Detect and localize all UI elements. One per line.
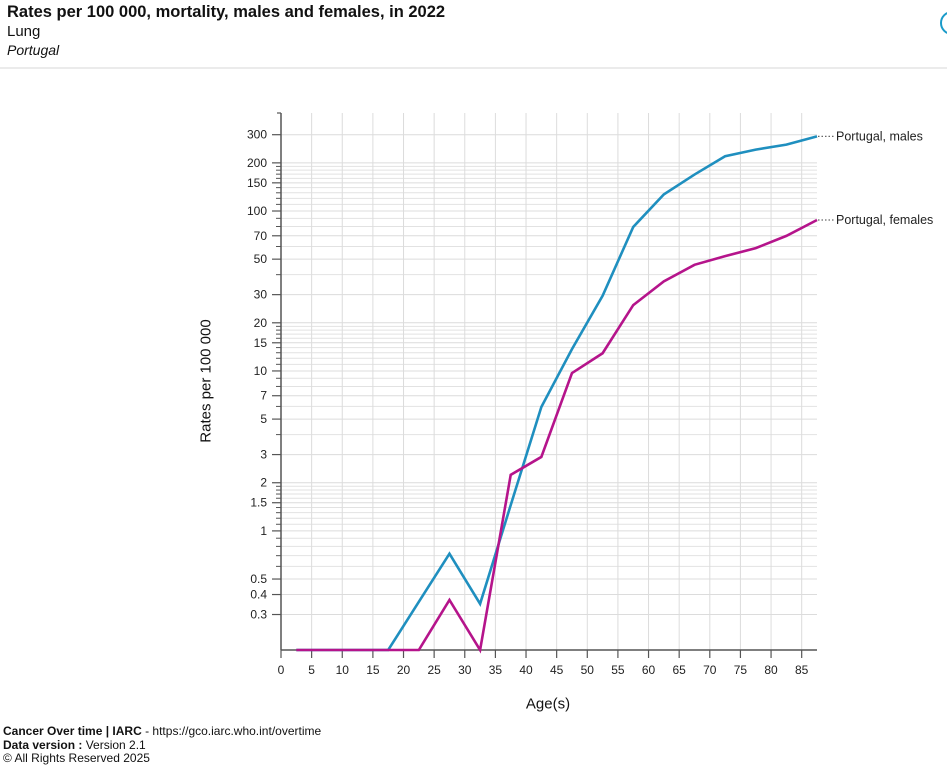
x-tick-label: 65 xyxy=(672,663,686,677)
footer-version-label: Data version : xyxy=(3,737,83,752)
x-tick-label: 85 xyxy=(795,663,809,677)
footer-separator: - xyxy=(141,724,153,738)
y-tick-label: 15 xyxy=(254,336,268,350)
x-tick-label: 50 xyxy=(581,663,595,677)
y-axis-label: Rates per 100 000 xyxy=(197,319,215,443)
footer-copyright: © All Rights Reserved 2025 xyxy=(3,751,150,765)
page-title: Rates per 100 000, mortality, males and … xyxy=(7,3,446,21)
x-tick-label: 30 xyxy=(458,663,472,677)
x-tick-label: 75 xyxy=(734,663,748,677)
x-tick-label: 35 xyxy=(489,663,503,677)
y-tick-label: 2 xyxy=(260,476,267,490)
y-tick-label: 3 xyxy=(260,448,267,462)
header-divider xyxy=(0,67,947,69)
x-tick-label: 60 xyxy=(642,663,656,677)
y-tick-label: 150 xyxy=(247,176,267,190)
footer-source-line: Cancer Over time | IARC - https://gco.ia… xyxy=(3,724,322,739)
x-tick-label: 70 xyxy=(703,663,717,677)
x-tick-label: 55 xyxy=(611,663,625,677)
y-tick-label: 30 xyxy=(254,288,268,302)
chart-header: Rates per 100 000, mortality, males and … xyxy=(7,2,947,60)
series-end-label: Portugal, females xyxy=(836,213,933,227)
footer-url-link[interactable]: https://gco.iarc.who.int/overtime xyxy=(152,724,322,738)
y-tick-label: 200 xyxy=(247,156,267,170)
x-tick-label: 15 xyxy=(366,663,380,677)
x-tick-label: 45 xyxy=(550,663,564,677)
y-tick-label: 1.5 xyxy=(250,496,267,510)
x-tick-label: 20 xyxy=(397,663,411,677)
y-tick-label: 10 xyxy=(254,364,268,378)
y-tick-label: 0.5 xyxy=(250,572,267,586)
x-tick-label: 5 xyxy=(308,663,315,677)
series-end-label: Portugal, males xyxy=(836,129,923,143)
footer: Cancer Over time | IARC - https://gco.ia… xyxy=(3,724,322,766)
x-tick-label: 40 xyxy=(519,663,533,677)
series-line-females xyxy=(296,218,818,654)
y-tick-label: 300 xyxy=(247,128,267,142)
population-label: Portugal xyxy=(7,42,60,58)
x-tick-label: 10 xyxy=(336,663,350,677)
y-tick-label: 7 xyxy=(260,389,267,403)
x-tick-label: 25 xyxy=(427,663,441,677)
y-tick-label: 20 xyxy=(254,316,268,330)
y-tick-label: 5 xyxy=(260,412,267,426)
x-axis-label: Age(s) xyxy=(525,695,571,713)
footer-brand: Cancer Over time | IARC xyxy=(3,724,142,738)
x-tick-label: 0 xyxy=(278,663,285,677)
y-tick-label: 100 xyxy=(247,204,267,218)
x-tick-label: 80 xyxy=(764,663,778,677)
cancer-site-subtitle: Lung xyxy=(7,23,41,40)
footer-version-line: Data version : Version 2.1 xyxy=(3,737,321,753)
y-tick-label: 0.3 xyxy=(250,608,267,622)
y-tick-label: 50 xyxy=(254,252,268,266)
y-tick-label: 70 xyxy=(254,229,268,243)
y-tick-label: 1 xyxy=(260,524,267,538)
y-tick-label: 0.4 xyxy=(250,588,267,602)
footer-version-value: Version 2.1 xyxy=(82,737,146,752)
